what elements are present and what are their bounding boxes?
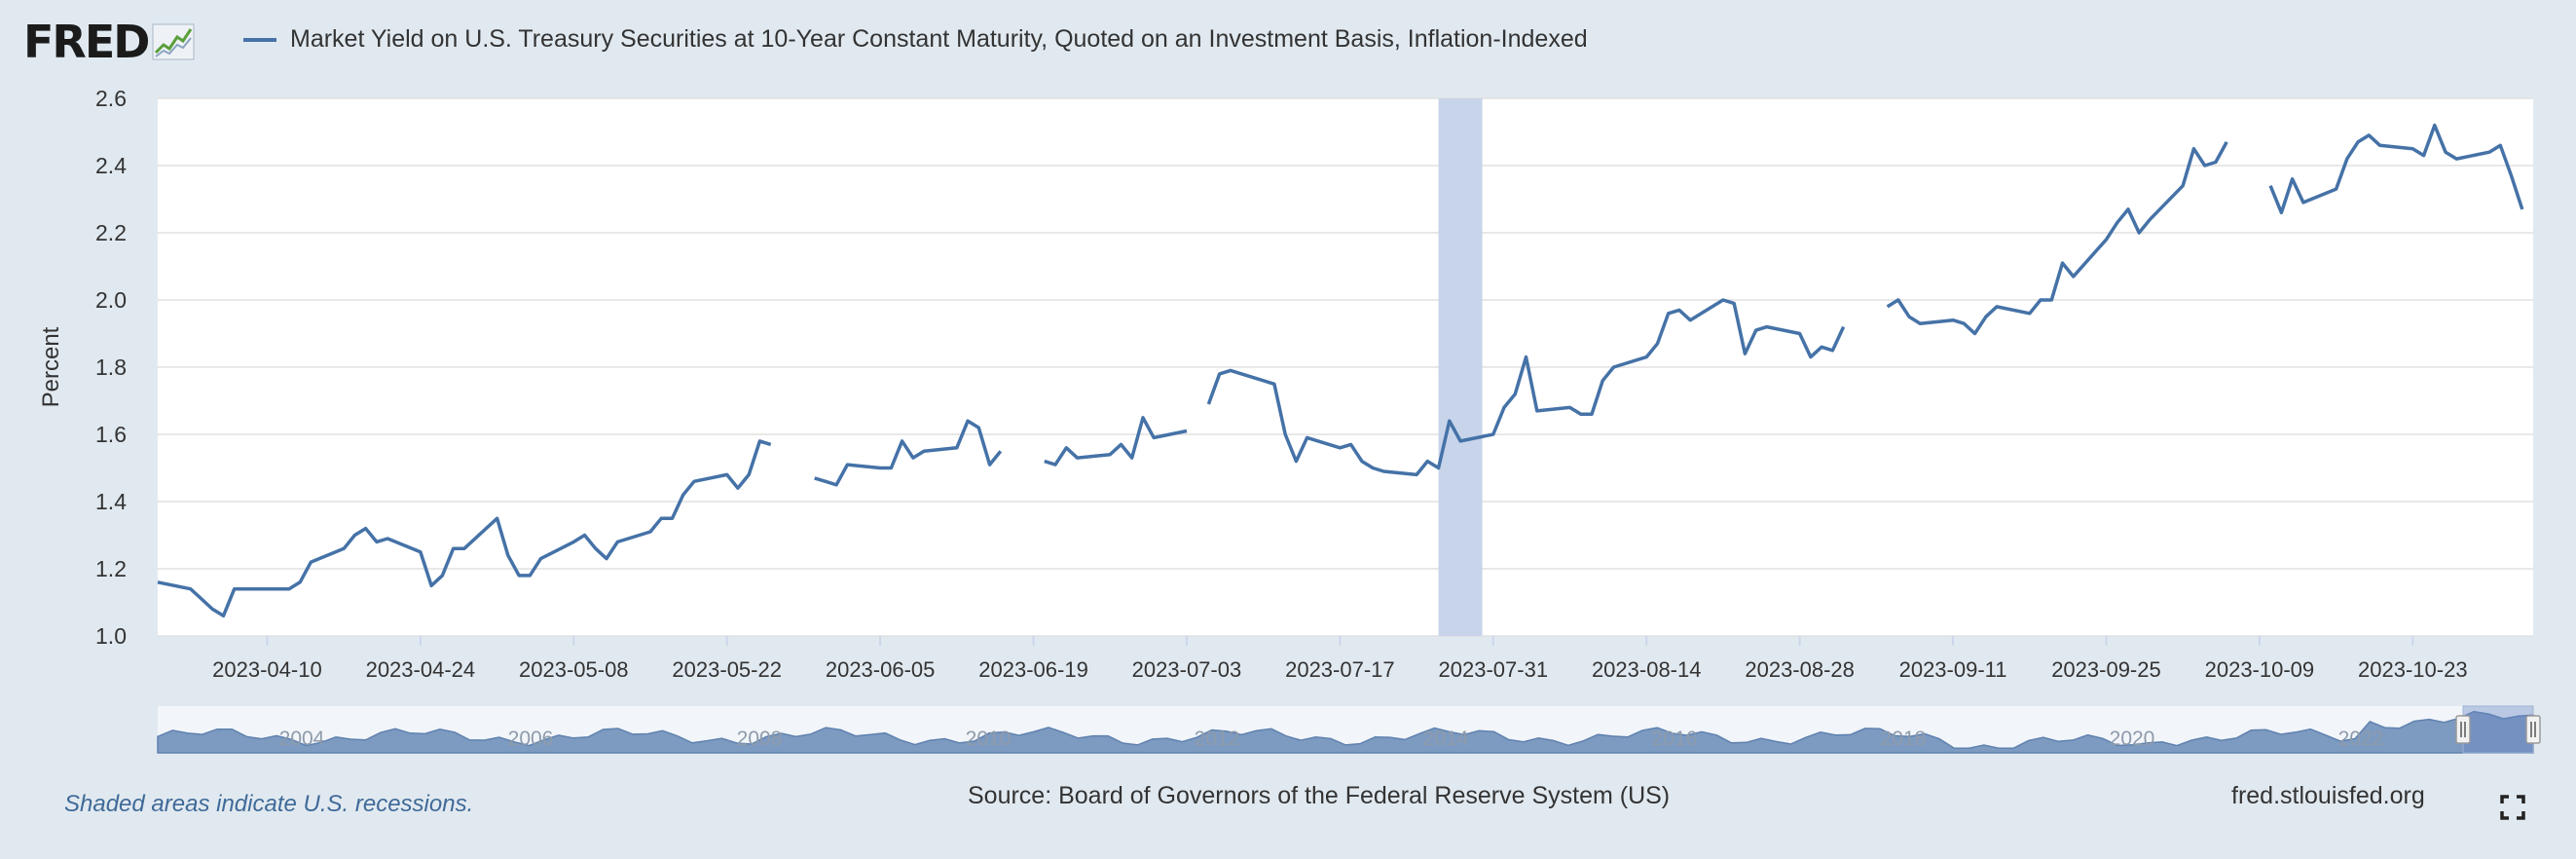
x-tick-label: 2023-07-31 [1439, 657, 1549, 682]
navigator-year-label: 2006 [508, 728, 554, 750]
navigator-year-label: 2022 [2338, 728, 2384, 750]
x-tick-label: 2023-06-05 [826, 657, 936, 682]
y-tick-label: 2.2 [95, 220, 127, 245]
x-tick-label: 2023-05-08 [519, 657, 629, 682]
y-tick-label: 2.4 [95, 153, 127, 178]
legend-swatch [243, 37, 276, 42]
navigator-year-label: 2010 [966, 728, 1012, 750]
navigator-year-label: 2014 [1423, 728, 1469, 750]
y-tick-label: 1.8 [95, 355, 127, 380]
navigator-selection [2462, 705, 2534, 754]
recession-note: Shaded areas indicate U.S. recessions. [64, 791, 474, 817]
legend-series-label: Market Yield on U.S. Treasury Securities… [290, 25, 1588, 53]
fred-logo[interactable]: FRED [23, 16, 150, 68]
y-tick-label: 1.2 [95, 556, 127, 581]
chart-legend[interactable]: Market Yield on U.S. Treasury Securities… [243, 25, 1588, 54]
gridlines [158, 97, 2533, 637]
navigator-year-label: 2016 [1652, 728, 1698, 750]
x-tick-label: 2023-09-25 [2051, 657, 2161, 682]
navigator-handle-left[interactable] [2455, 715, 2471, 744]
source-text: Source: Board of Governors of the Federa… [968, 782, 1671, 809]
y-tick-label: 1.4 [95, 489, 127, 514]
site-link[interactable]: fred.stlouisfed.org [2231, 782, 2425, 809]
navigator-year-label: 2012 [1195, 728, 1240, 750]
y-tick-label: 2.0 [95, 287, 127, 313]
x-tick-label: 2023-10-23 [2358, 657, 2468, 682]
navigator-series-area [157, 710, 2534, 754]
fred-header: FRED [23, 16, 195, 68]
x-tick-label: 2023-08-14 [1592, 657, 1702, 682]
x-tick-label: 2023-07-03 [1132, 657, 1242, 682]
x-tick-label: 2023-04-24 [366, 657, 476, 682]
line-graph-icon[interactable] [152, 23, 195, 60]
navigator-year-label: 2020 [2110, 728, 2155, 750]
navigator-handle-right[interactable] [2525, 715, 2541, 744]
recession-band [1438, 98, 1483, 636]
series-lines [157, 123, 2524, 618]
navigator-year-label: 2008 [737, 728, 783, 750]
x-tick-label: 2023-06-19 [978, 657, 1088, 682]
x-tick-label: 2023-07-17 [1285, 657, 1395, 682]
y-axis-label: Percent [38, 326, 64, 407]
series-line-segment [157, 439, 772, 618]
y-tick-label: 1.6 [95, 422, 127, 447]
series-line-segment [814, 419, 1003, 487]
x-tick-label: 2023-09-11 [1899, 657, 2007, 682]
navigator-year-label: 2004 [279, 728, 325, 750]
x-tick-label: 2023-08-28 [1745, 657, 1855, 682]
navigator-year-label: 2018 [1881, 728, 1927, 750]
x-tick-label: 2023-04-10 [212, 657, 322, 682]
x-tick-label: 2023-05-22 [672, 657, 782, 682]
series-line-segment [1886, 140, 2228, 336]
series-line-segment [2268, 123, 2524, 215]
y-tick-label: 2.6 [95, 86, 127, 111]
fullscreen-icon[interactable] [2500, 795, 2525, 820]
series-line-segment [1206, 298, 1846, 477]
series-line-segment [1044, 416, 1188, 467]
y-axis-ticks: 1.0 1.2 1.4 1.6 1.8 2.0 2.2 2.4 2.6 [95, 86, 127, 649]
y-tick-label: 1.0 [95, 623, 127, 649]
recession-bands [1438, 98, 1483, 636]
range-navigator[interactable]: 2004 2006 2008 2010 2012 2014 2016 2018 2020 2022 [157, 705, 2541, 754]
x-tick-label: 2023-10-09 [2205, 657, 2315, 682]
x-axis-ticks: 2023-04-10 2023-04-24 2023-05-08 2023-05-22… [212, 636, 2468, 682]
